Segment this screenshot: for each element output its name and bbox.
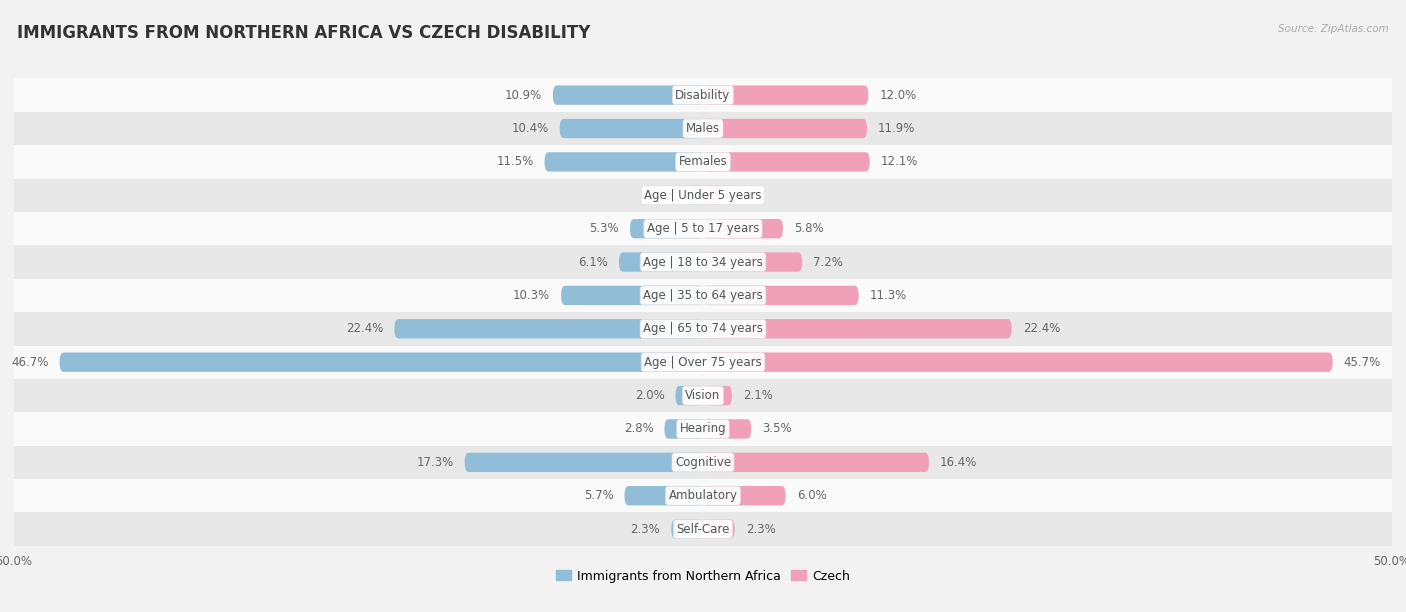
Bar: [14, 78, 1392, 112]
FancyBboxPatch shape: [675, 386, 703, 405]
Text: 11.3%: 11.3%: [870, 289, 907, 302]
FancyBboxPatch shape: [619, 252, 703, 272]
Text: Cognitive: Cognitive: [675, 456, 731, 469]
Text: 10.9%: 10.9%: [505, 89, 541, 102]
Text: 22.4%: 22.4%: [346, 323, 384, 335]
Text: Age | Under 5 years: Age | Under 5 years: [644, 188, 762, 202]
Text: 2.8%: 2.8%: [624, 422, 654, 436]
Text: 10.3%: 10.3%: [513, 289, 550, 302]
Bar: [14, 245, 1392, 278]
FancyBboxPatch shape: [703, 185, 724, 205]
Text: 2.3%: 2.3%: [745, 523, 776, 536]
Text: 5.7%: 5.7%: [583, 489, 613, 502]
Bar: [14, 512, 1392, 546]
Bar: [14, 179, 1392, 212]
FancyBboxPatch shape: [703, 486, 786, 506]
Bar: [14, 145, 1392, 179]
Text: Females: Females: [679, 155, 727, 168]
Text: Source: ZipAtlas.com: Source: ZipAtlas.com: [1278, 24, 1389, 34]
Text: 2.0%: 2.0%: [634, 389, 665, 402]
Text: Age | 5 to 17 years: Age | 5 to 17 years: [647, 222, 759, 235]
FancyBboxPatch shape: [59, 353, 703, 372]
Legend: Immigrants from Northern Africa, Czech: Immigrants from Northern Africa, Czech: [551, 564, 855, 588]
Text: IMMIGRANTS FROM NORTHERN AFRICA VS CZECH DISABILITY: IMMIGRANTS FROM NORTHERN AFRICA VS CZECH…: [17, 24, 591, 42]
Bar: [14, 278, 1392, 312]
Bar: [14, 412, 1392, 446]
FancyBboxPatch shape: [703, 520, 735, 539]
Text: 11.9%: 11.9%: [877, 122, 915, 135]
Bar: [14, 112, 1392, 145]
Bar: [14, 379, 1392, 412]
Text: Age | 65 to 74 years: Age | 65 to 74 years: [643, 323, 763, 335]
Text: Ambulatory: Ambulatory: [668, 489, 738, 502]
Text: 7.2%: 7.2%: [813, 256, 844, 269]
Text: 2.1%: 2.1%: [742, 389, 773, 402]
Bar: [14, 312, 1392, 346]
Text: 12.0%: 12.0%: [879, 89, 917, 102]
Text: 6.1%: 6.1%: [578, 256, 607, 269]
FancyBboxPatch shape: [464, 453, 703, 472]
FancyBboxPatch shape: [703, 319, 1012, 338]
Text: Disability: Disability: [675, 89, 731, 102]
FancyBboxPatch shape: [703, 119, 868, 138]
Text: 12.1%: 12.1%: [880, 155, 918, 168]
FancyBboxPatch shape: [703, 353, 1333, 372]
Text: 1.2%: 1.2%: [645, 188, 675, 202]
FancyBboxPatch shape: [561, 286, 703, 305]
FancyBboxPatch shape: [703, 419, 751, 439]
FancyBboxPatch shape: [671, 520, 703, 539]
Text: Age | 35 to 64 years: Age | 35 to 64 years: [643, 289, 763, 302]
FancyBboxPatch shape: [624, 486, 703, 506]
FancyBboxPatch shape: [703, 219, 783, 238]
Text: 16.4%: 16.4%: [941, 456, 977, 469]
Text: 6.0%: 6.0%: [797, 489, 827, 502]
Text: Males: Males: [686, 122, 720, 135]
FancyBboxPatch shape: [544, 152, 703, 171]
FancyBboxPatch shape: [703, 252, 803, 272]
FancyBboxPatch shape: [703, 86, 869, 105]
Text: 5.3%: 5.3%: [589, 222, 619, 235]
Text: 1.5%: 1.5%: [735, 188, 765, 202]
Text: 3.5%: 3.5%: [762, 422, 792, 436]
Text: 22.4%: 22.4%: [1022, 323, 1060, 335]
Bar: [14, 479, 1392, 512]
Text: 2.3%: 2.3%: [630, 523, 661, 536]
Text: Hearing: Hearing: [679, 422, 727, 436]
Bar: [14, 212, 1392, 245]
Text: Self-Care: Self-Care: [676, 523, 730, 536]
Bar: [14, 446, 1392, 479]
Text: 45.7%: 45.7%: [1344, 356, 1381, 368]
FancyBboxPatch shape: [703, 453, 929, 472]
Text: 11.5%: 11.5%: [496, 155, 533, 168]
FancyBboxPatch shape: [686, 185, 703, 205]
Text: 17.3%: 17.3%: [416, 456, 454, 469]
FancyBboxPatch shape: [630, 219, 703, 238]
Text: 46.7%: 46.7%: [11, 356, 48, 368]
Text: 10.4%: 10.4%: [512, 122, 548, 135]
Text: Age | 18 to 34 years: Age | 18 to 34 years: [643, 256, 763, 269]
Bar: [14, 346, 1392, 379]
Text: Age | Over 75 years: Age | Over 75 years: [644, 356, 762, 368]
Text: Vision: Vision: [685, 389, 721, 402]
FancyBboxPatch shape: [703, 386, 733, 405]
FancyBboxPatch shape: [665, 419, 703, 439]
Text: 5.8%: 5.8%: [794, 222, 824, 235]
FancyBboxPatch shape: [703, 152, 870, 171]
FancyBboxPatch shape: [394, 319, 703, 338]
FancyBboxPatch shape: [553, 86, 703, 105]
FancyBboxPatch shape: [703, 286, 859, 305]
FancyBboxPatch shape: [560, 119, 703, 138]
